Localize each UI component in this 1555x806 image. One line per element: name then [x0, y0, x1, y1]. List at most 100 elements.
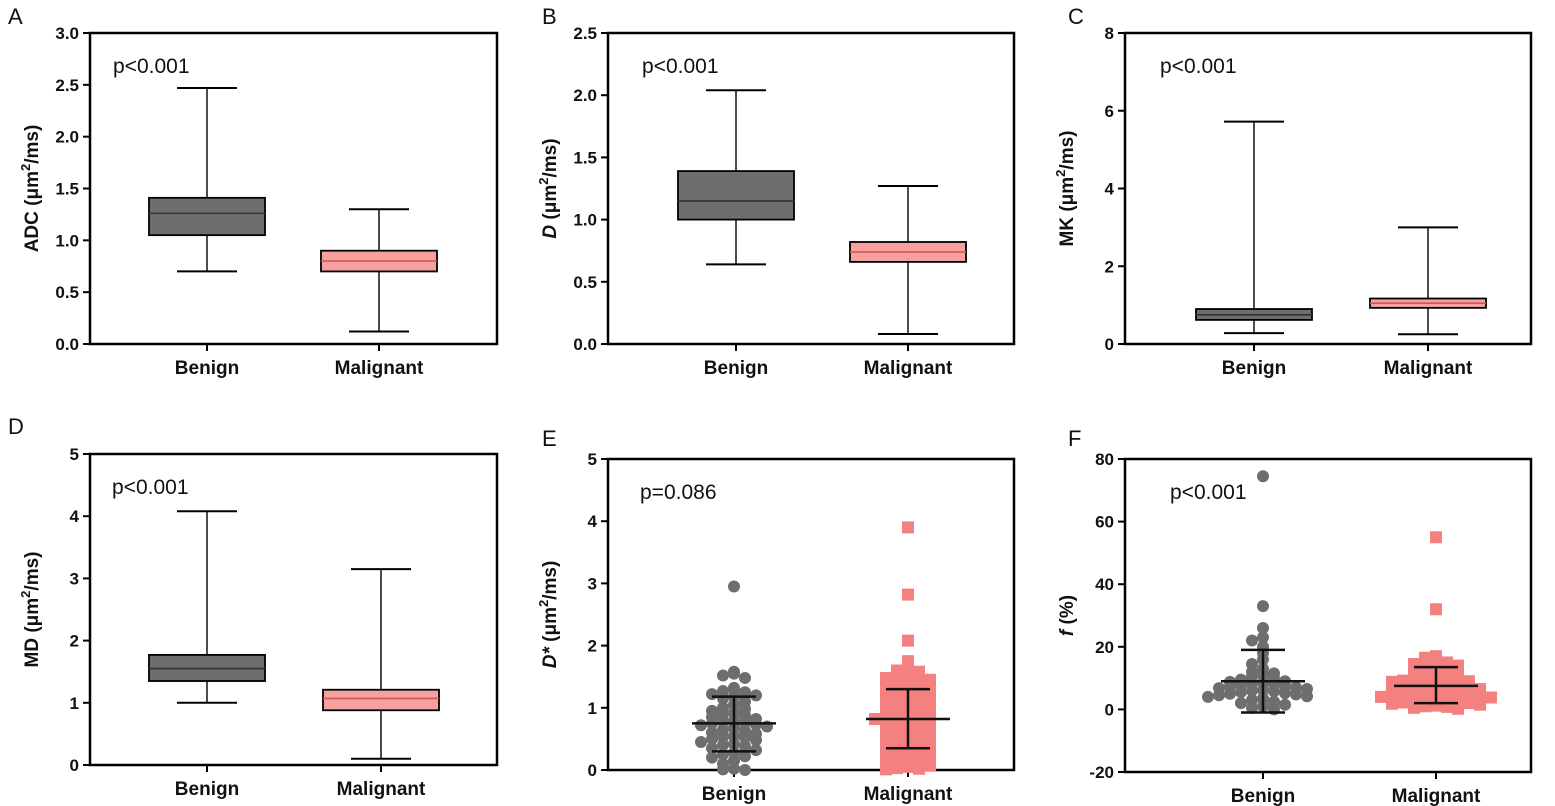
data-point — [695, 719, 707, 732]
data-point — [902, 588, 914, 601]
data-point — [1202, 690, 1214, 703]
y-axis-title-superscript: 2 — [18, 164, 33, 171]
data-point — [1430, 531, 1442, 544]
data-point — [717, 669, 729, 682]
data-point — [739, 731, 751, 744]
data-point — [1235, 697, 1247, 710]
panel-b: B 0.0 0.5 1.0 1.5 2.0 2.5 Benign Malignant D (μm2… — [536, 4, 1016, 379]
plot-frame — [606, 31, 1016, 346]
data-point — [739, 740, 751, 753]
y-tick-label: 3.0 — [55, 24, 79, 43]
y-tick-label: 0.0 — [55, 335, 79, 354]
box-benign — [677, 89, 795, 266]
y-tick-label: -20 — [1089, 763, 1114, 782]
y-tick-label: 6 — [1105, 102, 1114, 121]
data-point — [728, 667, 740, 680]
y-axis-title-unit-tail: /ms) — [22, 125, 43, 164]
box-malignant — [322, 568, 440, 760]
scatter-benign — [1202, 470, 1313, 716]
category-label-benign: Benign — [702, 784, 766, 805]
y-tick-label: 60 — [1095, 513, 1114, 532]
p-value-annotation: p<0.001 — [1170, 481, 1247, 504]
data-point — [739, 750, 751, 763]
category-label-benign: Benign — [1222, 358, 1286, 379]
category-label-malignant: Malignant — [1392, 786, 1481, 806]
data-point — [902, 760, 914, 773]
data-point — [1257, 600, 1269, 613]
y-tick-label: 4 — [1105, 180, 1115, 199]
panel-letter: E — [542, 426, 557, 451]
data-point — [739, 764, 751, 776]
y-tick-label: 1.0 — [573, 211, 597, 230]
y-axis-title-main: D* — [540, 646, 561, 669]
data-point — [1485, 691, 1497, 704]
data-point — [739, 686, 751, 699]
category-label-malignant: Malignant — [864, 784, 953, 805]
y-axis-title: D* (μm2/ms) — [536, 561, 561, 669]
data-point — [1246, 684, 1258, 697]
plot-frame — [1123, 457, 1533, 774]
box-iqr — [322, 688, 440, 712]
scatter-benign — [692, 580, 776, 776]
box-iqr — [677, 170, 795, 221]
box-iqr — [148, 196, 266, 237]
y-tick-label: 4 — [588, 512, 598, 531]
data-point — [1257, 622, 1269, 635]
data-point — [717, 739, 729, 752]
data-point — [706, 732, 718, 745]
data-point — [891, 762, 903, 775]
y-axis-title-unit-tail: /ms) — [540, 138, 561, 177]
y-tick-label: 0.0 — [573, 335, 597, 354]
panel-letter: B — [542, 4, 557, 29]
y-tick-label: 1 — [70, 694, 79, 713]
data-point — [695, 736, 707, 749]
data-point — [1290, 688, 1302, 701]
y-tick-label: 40 — [1095, 575, 1114, 594]
y-axis-title-main: f — [1057, 628, 1078, 636]
y-tick-label: 0 — [70, 756, 79, 775]
data-point — [1430, 603, 1442, 616]
y-axis-title: MK (μm2/ms) — [1053, 131, 1078, 247]
y-axis-title-unit: (μm — [540, 185, 561, 225]
y-tick-label: 2 — [588, 637, 597, 656]
y-axis-title-superscript: 2 — [536, 177, 551, 184]
panel-a: A 0.0 0.5 1.0 1.5 2.0 2.5 3.0 Benign Malignant ADC… — [8, 4, 499, 379]
y-tick-label: 80 — [1095, 450, 1114, 469]
data-point — [717, 763, 729, 776]
y-axis-title: D (μm2/ms) — [536, 138, 561, 238]
y-tick-label: 3 — [70, 569, 79, 588]
category-label-malignant: Malignant — [337, 779, 426, 800]
data-point — [1279, 687, 1291, 700]
panel-f: F -20 0 20 40 60 80 Benign Malignant f (%) p<0.001 — [1057, 426, 1533, 806]
y-tick-label: 1 — [588, 699, 597, 718]
panel-letter: C — [1068, 4, 1084, 29]
p-value-annotation: p<0.001 — [642, 55, 719, 78]
y-axis-title-main: ADC (μm — [22, 171, 43, 252]
scatter-malignant — [866, 521, 950, 776]
p-value-annotation: p=0.086 — [640, 481, 717, 504]
data-point — [1301, 690, 1313, 703]
y-tick-label: 2.0 — [55, 128, 79, 147]
data-point — [1268, 685, 1280, 698]
y-axis-title-unit-tail: /ms) — [540, 561, 561, 600]
y-tick-label: 5 — [588, 450, 597, 469]
category-label-malignant: Malignant — [1384, 358, 1473, 379]
box-benign — [148, 510, 266, 704]
plot-frame — [88, 31, 499, 346]
y-axis-title-main: MD (μm — [22, 598, 43, 668]
y-tick-label: 1.0 — [55, 231, 79, 250]
y-tick-label: 5 — [70, 445, 79, 464]
data-point — [1224, 687, 1236, 700]
panel-letter: D — [8, 414, 24, 439]
data-point — [1213, 689, 1225, 702]
y-tick-label: 2 — [1105, 257, 1114, 276]
category-label-benign: Benign — [175, 779, 239, 800]
data-point — [1463, 697, 1475, 710]
data-point — [1257, 631, 1269, 644]
category-label-benign: Benign — [1231, 786, 1295, 806]
y-tick-label: 1.5 — [573, 148, 597, 167]
y-tick-label: 2.5 — [55, 76, 79, 95]
